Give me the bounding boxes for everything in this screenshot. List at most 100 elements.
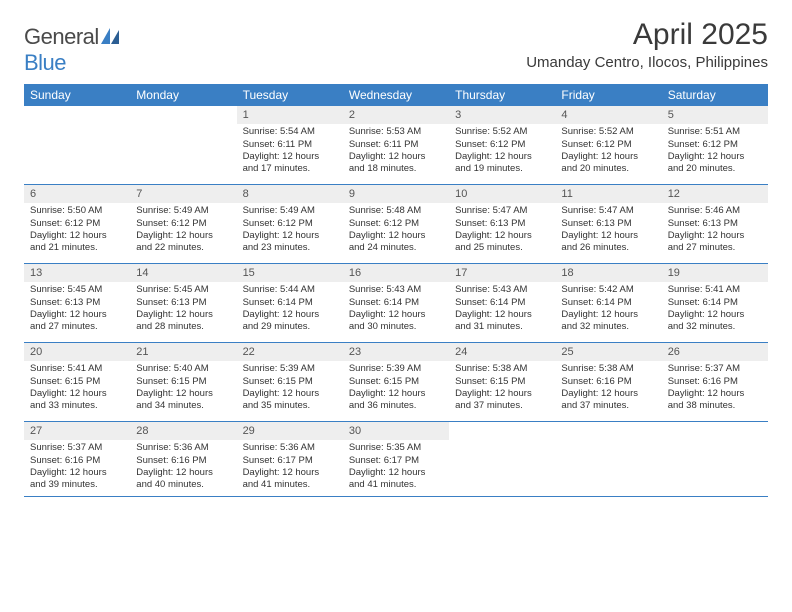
- month-title: April 2025: [526, 18, 768, 52]
- day-details: Sunrise: 5:36 AMSunset: 6:16 PMDaylight:…: [130, 440, 236, 495]
- day-number: 4: [555, 106, 661, 124]
- week-row: 20Sunrise: 5:41 AMSunset: 6:15 PMDayligh…: [24, 343, 768, 422]
- day-cell: 12Sunrise: 5:46 AMSunset: 6:13 PMDayligh…: [662, 185, 768, 263]
- day-cell: 6Sunrise: 5:50 AMSunset: 6:12 PMDaylight…: [24, 185, 130, 263]
- day-number: 1: [237, 106, 343, 124]
- daylight-line: Daylight: 12 hours and 34 minutes.: [136, 388, 230, 413]
- sunset-line: Sunset: 6:17 PM: [349, 455, 443, 467]
- empty-daynum: [662, 422, 768, 426]
- weeks-container: 1Sunrise: 5:54 AMSunset: 6:11 PMDaylight…: [24, 106, 768, 497]
- day-cell: [449, 422, 555, 496]
- sunset-line: Sunset: 6:14 PM: [455, 297, 549, 309]
- day-cell: 7Sunrise: 5:49 AMSunset: 6:12 PMDaylight…: [130, 185, 236, 263]
- weekday-label: Wednesday: [343, 84, 449, 106]
- day-details: Sunrise: 5:41 AMSunset: 6:14 PMDaylight:…: [662, 282, 768, 337]
- day-cell: 27Sunrise: 5:37 AMSunset: 6:16 PMDayligh…: [24, 422, 130, 496]
- day-number: 7: [130, 185, 236, 203]
- day-number: 30: [343, 422, 449, 440]
- day-details: Sunrise: 5:35 AMSunset: 6:17 PMDaylight:…: [343, 440, 449, 495]
- day-details: Sunrise: 5:45 AMSunset: 6:13 PMDaylight:…: [130, 282, 236, 337]
- daylight-line: Daylight: 12 hours and 32 minutes.: [668, 309, 762, 334]
- day-cell: 13Sunrise: 5:45 AMSunset: 6:13 PMDayligh…: [24, 264, 130, 342]
- day-details: Sunrise: 5:49 AMSunset: 6:12 PMDaylight:…: [130, 203, 236, 258]
- daylight-line: Daylight: 12 hours and 40 minutes.: [136, 467, 230, 492]
- day-number: 5: [662, 106, 768, 124]
- day-cell: 23Sunrise: 5:39 AMSunset: 6:15 PMDayligh…: [343, 343, 449, 421]
- calendar-grid: Sunday Monday Tuesday Wednesday Thursday…: [24, 84, 768, 497]
- sunset-line: Sunset: 6:12 PM: [455, 139, 549, 151]
- weekday-header-row: Sunday Monday Tuesday Wednesday Thursday…: [24, 84, 768, 106]
- day-details: Sunrise: 5:45 AMSunset: 6:13 PMDaylight:…: [24, 282, 130, 337]
- daylight-line: Daylight: 12 hours and 23 minutes.: [243, 230, 337, 255]
- day-cell: 14Sunrise: 5:45 AMSunset: 6:13 PMDayligh…: [130, 264, 236, 342]
- sunset-line: Sunset: 6:13 PM: [136, 297, 230, 309]
- daylight-line: Daylight: 12 hours and 30 minutes.: [349, 309, 443, 334]
- day-number: 13: [24, 264, 130, 282]
- day-number: 21: [130, 343, 236, 361]
- day-number: 19: [662, 264, 768, 282]
- empty-daynum: [555, 422, 661, 426]
- daylight-line: Daylight: 12 hours and 27 minutes.: [668, 230, 762, 255]
- daylight-line: Daylight: 12 hours and 29 minutes.: [243, 309, 337, 334]
- daylight-line: Daylight: 12 hours and 37 minutes.: [561, 388, 655, 413]
- day-cell: 24Sunrise: 5:38 AMSunset: 6:15 PMDayligh…: [449, 343, 555, 421]
- daylight-line: Daylight: 12 hours and 38 minutes.: [668, 388, 762, 413]
- day-cell: 29Sunrise: 5:36 AMSunset: 6:17 PMDayligh…: [237, 422, 343, 496]
- daylight-line: Daylight: 12 hours and 19 minutes.: [455, 151, 549, 176]
- day-details: Sunrise: 5:47 AMSunset: 6:13 PMDaylight:…: [555, 203, 661, 258]
- day-number: 14: [130, 264, 236, 282]
- day-cell: 28Sunrise: 5:36 AMSunset: 6:16 PMDayligh…: [130, 422, 236, 496]
- day-details: Sunrise: 5:52 AMSunset: 6:12 PMDaylight:…: [555, 124, 661, 179]
- daylight-line: Daylight: 12 hours and 25 minutes.: [455, 230, 549, 255]
- daylight-line: Daylight: 12 hours and 26 minutes.: [561, 230, 655, 255]
- sunrise-line: Sunrise: 5:50 AM: [30, 205, 124, 217]
- sunrise-line: Sunrise: 5:43 AM: [455, 284, 549, 296]
- sunrise-line: Sunrise: 5:38 AM: [561, 363, 655, 375]
- day-details: Sunrise: 5:39 AMSunset: 6:15 PMDaylight:…: [343, 361, 449, 416]
- day-cell: 30Sunrise: 5:35 AMSunset: 6:17 PMDayligh…: [343, 422, 449, 496]
- sunset-line: Sunset: 6:13 PM: [455, 218, 549, 230]
- day-number: 15: [237, 264, 343, 282]
- sunset-line: Sunset: 6:15 PM: [349, 376, 443, 388]
- empty-daynum: [24, 106, 130, 110]
- sunset-line: Sunset: 6:14 PM: [243, 297, 337, 309]
- sunrise-line: Sunrise: 5:47 AM: [561, 205, 655, 217]
- sunset-line: Sunset: 6:12 PM: [243, 218, 337, 230]
- daylight-line: Daylight: 12 hours and 17 minutes.: [243, 151, 337, 176]
- daylight-line: Daylight: 12 hours and 39 minutes.: [30, 467, 124, 492]
- brand-logo: GeneralBlue: [24, 24, 121, 76]
- day-cell: [130, 106, 236, 184]
- day-cell: 3Sunrise: 5:52 AMSunset: 6:12 PMDaylight…: [449, 106, 555, 184]
- sunrise-line: Sunrise: 5:51 AM: [668, 126, 762, 138]
- day-details: Sunrise: 5:54 AMSunset: 6:11 PMDaylight:…: [237, 124, 343, 179]
- weekday-label: Saturday: [662, 84, 768, 106]
- day-cell: [662, 422, 768, 496]
- day-cell: 8Sunrise: 5:49 AMSunset: 6:12 PMDaylight…: [237, 185, 343, 263]
- day-cell: 10Sunrise: 5:47 AMSunset: 6:13 PMDayligh…: [449, 185, 555, 263]
- day-details: Sunrise: 5:41 AMSunset: 6:15 PMDaylight:…: [24, 361, 130, 416]
- logo-sail-icon: [101, 24, 121, 49]
- day-number: 16: [343, 264, 449, 282]
- day-details: Sunrise: 5:52 AMSunset: 6:12 PMDaylight:…: [449, 124, 555, 179]
- day-cell: 20Sunrise: 5:41 AMSunset: 6:15 PMDayligh…: [24, 343, 130, 421]
- sunset-line: Sunset: 6:12 PM: [349, 218, 443, 230]
- day-number: 3: [449, 106, 555, 124]
- day-number: 23: [343, 343, 449, 361]
- day-cell: 17Sunrise: 5:43 AMSunset: 6:14 PMDayligh…: [449, 264, 555, 342]
- weekday-label: Tuesday: [237, 84, 343, 106]
- day-number: 26: [662, 343, 768, 361]
- daylight-line: Daylight: 12 hours and 20 minutes.: [668, 151, 762, 176]
- daylight-line: Daylight: 12 hours and 27 minutes.: [30, 309, 124, 334]
- calendar-page: GeneralBlue April 2025 Umanday Centro, I…: [0, 0, 792, 497]
- sunrise-line: Sunrise: 5:41 AM: [668, 284, 762, 296]
- day-details: Sunrise: 5:51 AMSunset: 6:12 PMDaylight:…: [662, 124, 768, 179]
- day-details: Sunrise: 5:38 AMSunset: 6:16 PMDaylight:…: [555, 361, 661, 416]
- day-details: Sunrise: 5:37 AMSunset: 6:16 PMDaylight:…: [24, 440, 130, 495]
- sunrise-line: Sunrise: 5:35 AM: [349, 442, 443, 454]
- daylight-line: Daylight: 12 hours and 18 minutes.: [349, 151, 443, 176]
- title-block: April 2025 Umanday Centro, Ilocos, Phili…: [526, 18, 768, 71]
- sunrise-line: Sunrise: 5:44 AM: [243, 284, 337, 296]
- weekday-label: Friday: [555, 84, 661, 106]
- day-number: 6: [24, 185, 130, 203]
- day-cell: 5Sunrise: 5:51 AMSunset: 6:12 PMDaylight…: [662, 106, 768, 184]
